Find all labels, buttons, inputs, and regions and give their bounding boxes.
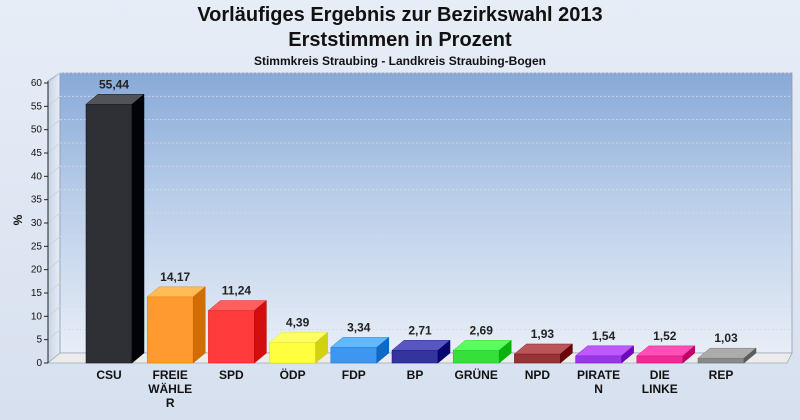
bar-side (498, 339, 512, 364)
y-tick-label: 30 (31, 218, 43, 229)
y-tick-label: 20 (31, 265, 43, 276)
bar-1 (85, 93, 145, 364)
bar-5 (330, 336, 390, 364)
category-label: PIRATE (577, 368, 620, 382)
y-tick-label: 40 (31, 171, 43, 182)
value-label: 2,71 (408, 323, 432, 337)
bars-layer (85, 93, 757, 364)
y-tick-label: 15 (31, 288, 43, 299)
value-label: 55,44 (99, 77, 129, 91)
bar-front (391, 350, 439, 364)
y-tick-label: 25 (31, 241, 43, 252)
category-label: N (594, 382, 603, 396)
value-label: 11,24 (222, 284, 252, 298)
grid-side-line (47, 119, 61, 130)
bar-side (376, 336, 390, 364)
bar-side (131, 93, 145, 364)
bar-4 (268, 331, 329, 364)
category-label: REP (709, 368, 734, 382)
category-label: FDP (342, 368, 366, 382)
bar-6 (391, 339, 451, 364)
category-label: SPD (219, 368, 244, 382)
bar-side (560, 343, 573, 364)
bar-side (437, 339, 451, 364)
chart-title-line-2: Erststimmen in Prozent (288, 29, 512, 51)
y-tick-label: 50 (31, 125, 43, 136)
grid-side-line (47, 212, 61, 224)
grid-side-line (47, 306, 61, 317)
bar-side (621, 345, 634, 364)
y-tick-label: 10 (31, 311, 43, 322)
y-tick-label: 55 (31, 101, 43, 112)
bar-3 (207, 300, 268, 364)
bar-9 (574, 345, 635, 364)
bar-8 (513, 343, 574, 364)
grid-side-line (47, 96, 61, 107)
grid-side-line (47, 329, 61, 340)
category-label: LINKE (642, 382, 678, 396)
grid-side-line (47, 166, 61, 177)
grid-side-line (47, 236, 61, 247)
category-label: BP (407, 368, 424, 382)
bar-side (192, 286, 206, 364)
bar-7 (452, 339, 512, 364)
bar-front (330, 347, 378, 364)
bar-front (208, 310, 255, 364)
category-label: R (166, 396, 175, 410)
y-tick-label: 0 (36, 358, 42, 369)
y-tick-label: 60 (31, 78, 43, 89)
y-tick-label: 35 (31, 195, 43, 206)
grid-side-line (47, 142, 61, 154)
value-label: 1,52 (653, 329, 677, 343)
y-axis: 0 5 10 15 20 25 30 35 40 45 50 55 60% (11, 78, 49, 369)
category-label: DIE (650, 368, 670, 382)
category-label: ÖDP (280, 367, 306, 382)
value-label: 1,03 (714, 331, 738, 345)
value-label: 4,39 (286, 316, 310, 330)
bar-10 (636, 345, 696, 364)
category-label: FREIE (153, 368, 188, 382)
value-label: 2,69 (470, 323, 494, 337)
bar-side (743, 347, 757, 364)
value-label: 3,34 (347, 320, 371, 334)
value-label: 14,17 (160, 270, 190, 284)
bar-side (315, 331, 328, 364)
y-axis-label: % (11, 214, 25, 225)
chart-subtitle: Stimmkreis Straubing - Landkreis Straubi… (253, 54, 547, 68)
grid-side-line (47, 259, 61, 270)
category-label: NPD (525, 368, 551, 382)
grid-side-line (47, 72, 61, 84)
category-label: GRÜNE (455, 367, 498, 382)
bar-front (269, 342, 316, 364)
bar-front (146, 296, 194, 364)
bar-front (452, 350, 500, 364)
category-label: CSU (96, 368, 121, 382)
bar-front (697, 357, 745, 364)
value-label: 1,54 (592, 329, 616, 343)
y-tick-label: 5 (36, 335, 42, 346)
y-tick-label: 45 (31, 148, 43, 159)
bar-2 (146, 286, 206, 364)
bar-front (514, 353, 561, 364)
bar-11 (697, 347, 757, 364)
bar-front (85, 104, 133, 364)
value-label: 1,93 (531, 327, 555, 341)
bar-side (254, 300, 267, 364)
chart-title-line-1: Vorläufiges Ergebnis zur Bezirkswahl 201… (197, 4, 603, 26)
bar-front (575, 355, 622, 364)
bar-front (636, 355, 684, 364)
category-label: WÄHLE (148, 381, 192, 396)
bar-side (682, 345, 696, 364)
grid-side-line (47, 189, 61, 200)
grid-side-line (47, 282, 61, 294)
